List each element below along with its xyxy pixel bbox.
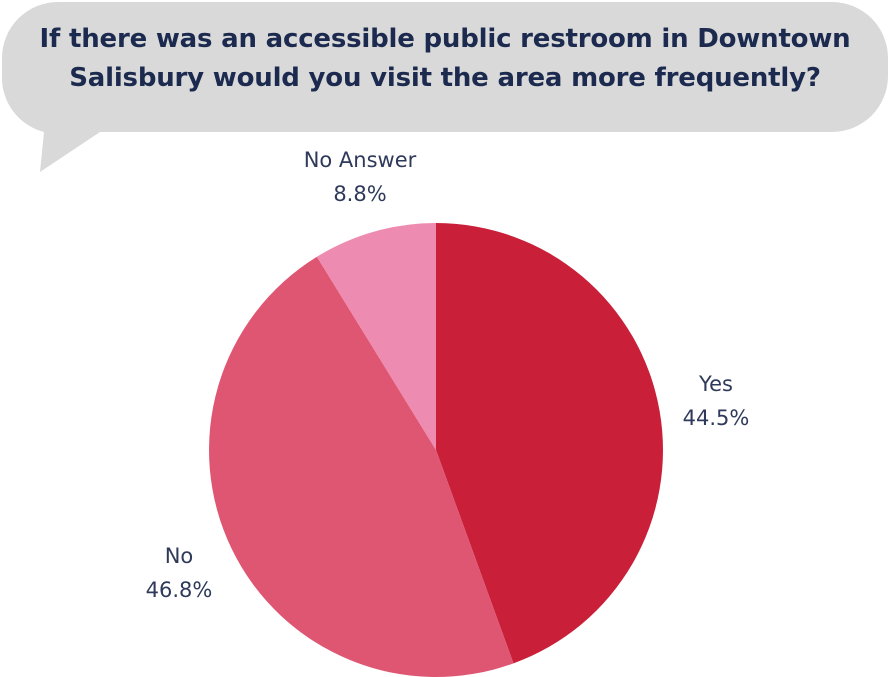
pie-label-no: No 46.8% xyxy=(104,539,254,607)
pie-slice-yes xyxy=(436,223,663,664)
pie-label-no-answer-value: 8.8% xyxy=(333,182,387,206)
pie-label-no-value: 46.8% xyxy=(145,578,213,602)
pie-label-yes-value: 44.5% xyxy=(682,406,750,430)
pie-label-no-name: No xyxy=(164,544,194,568)
chart-title: If there was an accessible public restro… xyxy=(0,20,890,98)
chart-title-line-2: Salisbury would you visit the area more … xyxy=(69,63,821,93)
pie-label-yes-name: Yes xyxy=(699,372,733,396)
pie-label-yes: Yes 44.5% xyxy=(638,367,794,435)
speech-bubble xyxy=(1,2,888,172)
pie-label-no-answer: No Answer 8.8% xyxy=(260,143,460,211)
pie-slice-no xyxy=(209,256,514,677)
chart-title-line-1: If there was an accessible public restro… xyxy=(39,24,851,54)
pie-label-no-answer-name: No Answer xyxy=(303,148,417,172)
speech-bubble-shape xyxy=(1,2,888,172)
pie-slice-no-answer xyxy=(316,223,436,450)
